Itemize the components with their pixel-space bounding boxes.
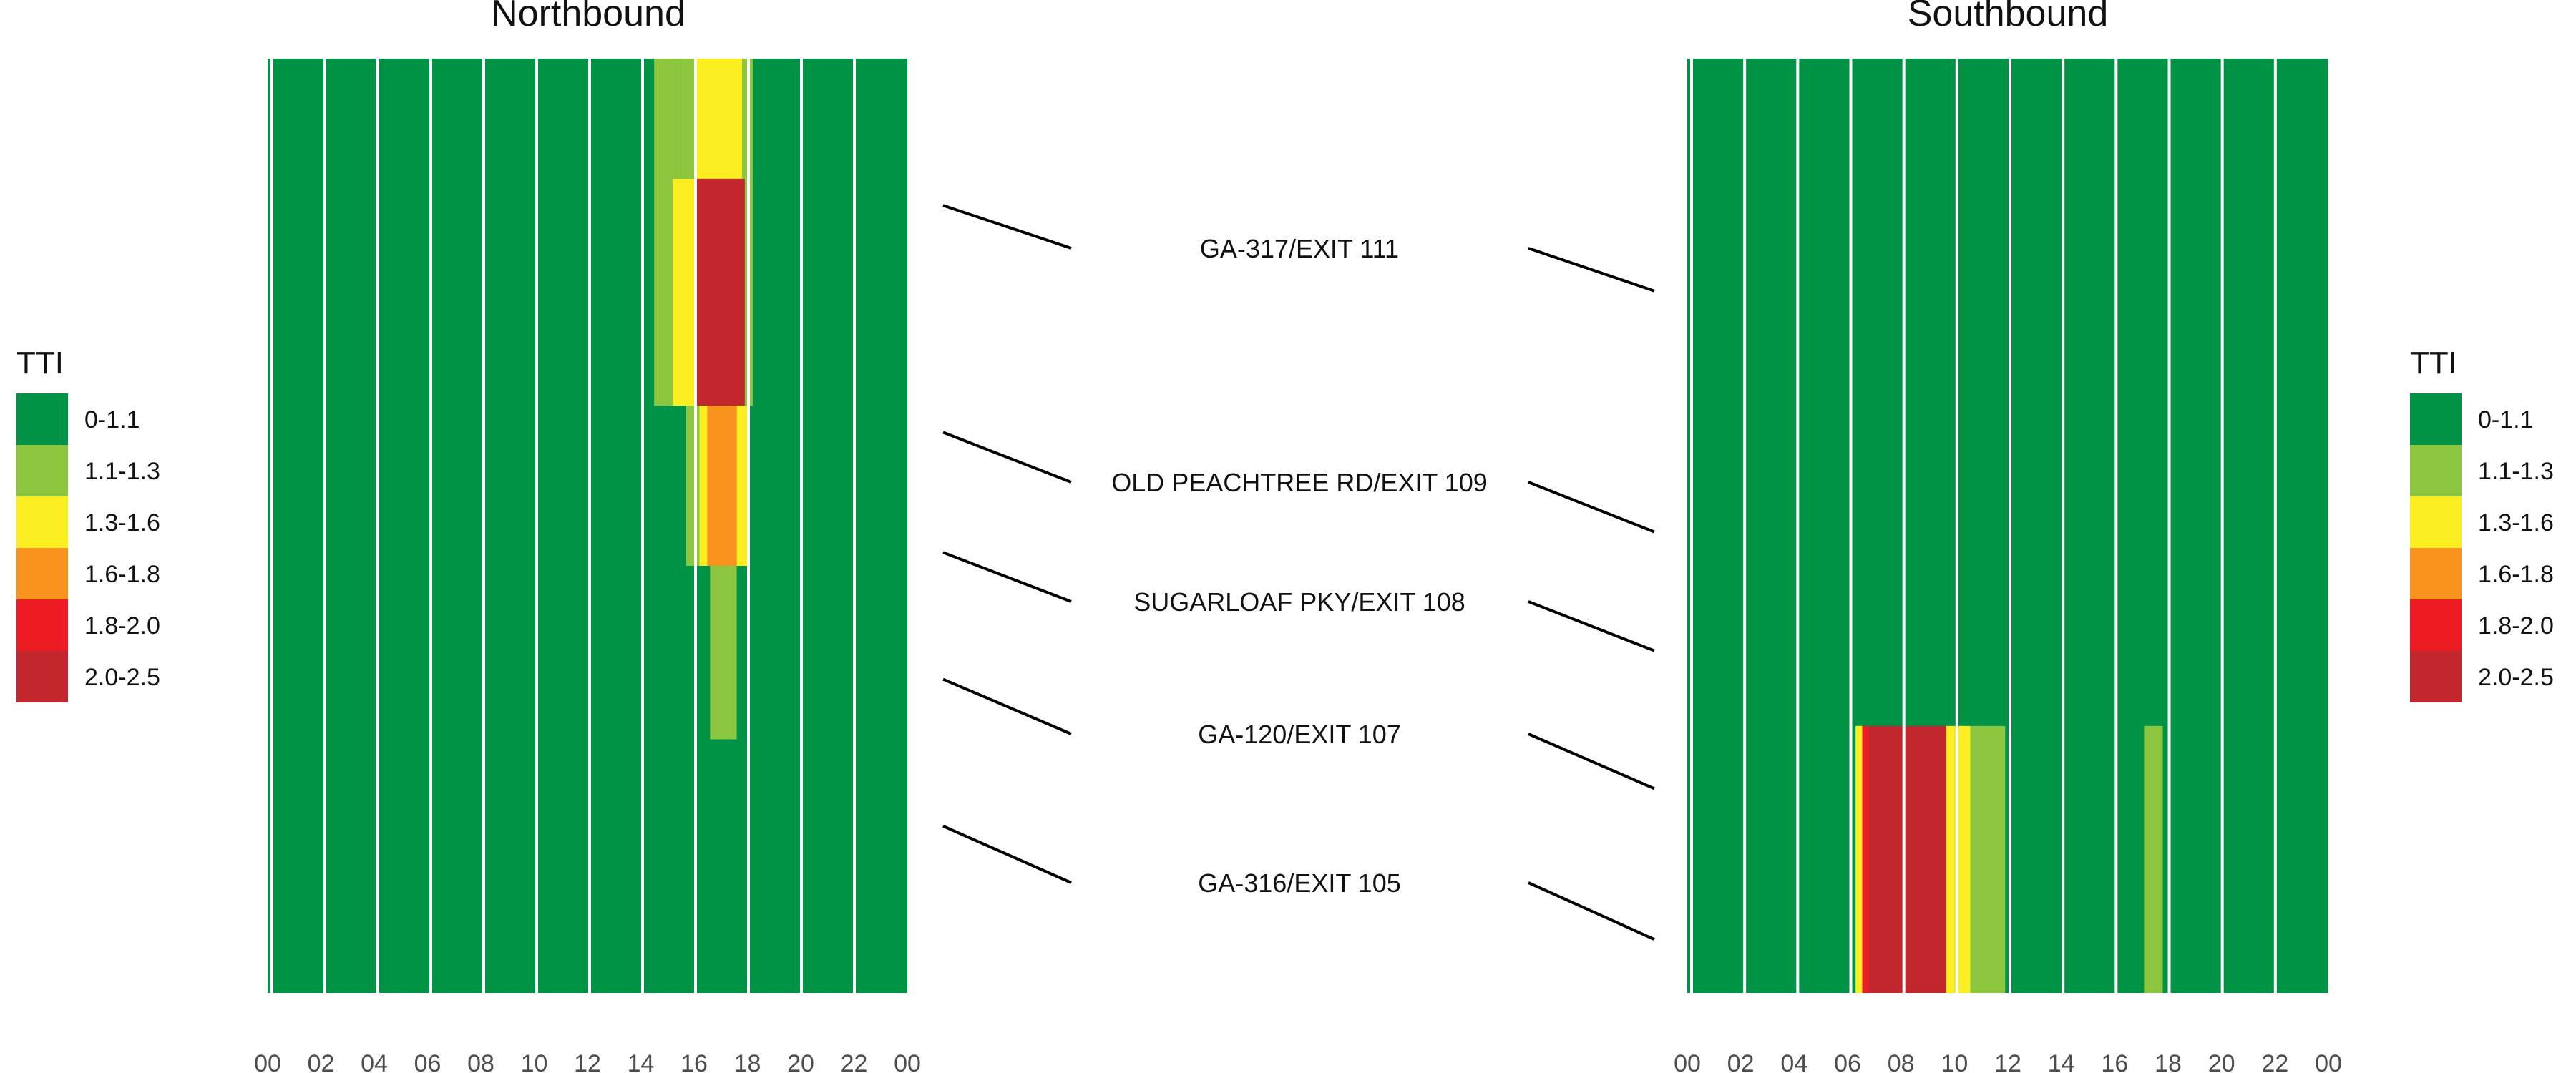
x-tick-label: 08 [467,1050,494,1073]
x-tick-label: 06 [1834,1050,1861,1073]
legend-label: 1.8-2.0 [2478,612,2554,640]
northbound-x-axis: 00 02 04 06 08 10 12 14 16 18 20 22 00 [254,1050,921,1073]
heatmap-cell [707,406,737,566]
heatmap-cell [1970,725,2006,993]
x-tick-label: 06 [414,1050,441,1073]
legend-label: 1.3-1.6 [2478,509,2554,536]
legend-swatch [16,393,68,445]
legend-label: 1.1-1.3 [2478,458,2554,485]
legend-swatch [2410,548,2462,599]
x-tick-label: 00 [2315,1050,2342,1073]
legend-left: TTI 0-1.1 1.1-1.3 1.3-1.6 1.6-1.8 1.8-2.0 2.0-… [16,346,160,702]
legend-swatch [16,599,68,651]
southbound-title: Southbound [1908,0,2109,34]
legend-swatch [2410,445,2462,496]
legend-swatch [2410,651,2462,702]
x-tick-label: 12 [1994,1050,2021,1073]
legend-label: 1.3-1.6 [84,509,160,536]
heatmap-cell [1855,725,1863,993]
x-tick-label: 12 [574,1050,601,1073]
legend-title: TTI [16,346,64,381]
heatmap-cell [736,406,748,566]
legend-right: TTI 0-1.1 1.1-1.3 1.3-1.6 1.6-1.8 1.8-2.0 2.0-… [2410,346,2554,702]
legend-label: 1.6-1.8 [84,561,160,588]
legend-swatch [2410,496,2462,548]
x-tick-label: 18 [734,1050,761,1073]
connector-left [942,824,1072,884]
x-tick-label: 16 [680,1050,708,1073]
heatmap-cell [686,406,700,566]
connector-right [1528,600,1655,652]
connector-left [942,204,1072,250]
connector-right [1528,733,1655,790]
interchange-label: GA-120/EXIT 107 [1198,720,1401,749]
heatmap-cell [2144,725,2163,993]
heatmap-cell [1946,725,1955,993]
x-tick-label: 20 [787,1050,814,1073]
interchange-label: OLD PEACHTREE RD/EXIT 109 [1111,468,1488,497]
x-tick-label: 02 [308,1050,335,1073]
connector-left [942,551,1072,603]
legend-label: 1.8-2.0 [84,612,160,640]
heatmap-background [268,59,907,993]
legend-swatch [2410,599,2462,651]
interchange-labels: GA-317/EXIT 111 OLD PEACHTREE RD/EXIT 109… [1111,234,1488,898]
legend-swatch [2410,393,2462,445]
heatmap-cell [699,406,708,566]
x-tick-label: 08 [1888,1050,1915,1073]
interchange-label: SUGARLOAF PKY/EXIT 108 [1133,587,1465,617]
legend-swatch [16,496,68,548]
heatmap-cell [694,178,745,406]
heatmap-cell [710,565,737,740]
x-tick-label: 14 [628,1050,655,1073]
northbound-heatmap [268,59,907,993]
x-tick-label: 14 [2048,1050,2075,1073]
x-tick-label: 00 [894,1050,921,1073]
x-tick-label: 22 [841,1050,868,1073]
connector-right [1528,881,1655,941]
heatmap-cell [1868,725,1947,993]
heatmap-cell [1862,725,1869,993]
legend-label: 2.0-2.5 [2478,664,2554,691]
southbound-heatmap [1687,59,2328,993]
connector-right [1528,481,1655,534]
x-tick-label: 10 [521,1050,548,1073]
interchange-connectors [942,204,1655,941]
x-tick-label: 04 [1780,1050,1807,1073]
connector-left [942,677,1072,735]
legend-label: 0-1.1 [84,406,140,433]
x-tick-label: 22 [2261,1050,2288,1073]
x-tick-label: 04 [361,1050,388,1073]
legend-label: 0-1.1 [2478,406,2534,433]
x-tick-label: 16 [2101,1050,2128,1073]
connector-left [942,431,1072,484]
legend-label: 2.0-2.5 [84,664,160,691]
interchange-label: GA-316/EXIT 105 [1198,868,1401,898]
connector-right [1528,247,1655,293]
legend-swatch [16,445,68,496]
x-tick-label: 10 [1941,1050,1968,1073]
heatmap-cell [673,178,694,406]
legend-title: TTI [2410,346,2457,381]
legend-swatch [16,548,68,599]
x-tick-label: 00 [254,1050,281,1073]
interchange-label: GA-317/EXIT 111 [1200,234,1399,263]
legend-label: 1.6-1.8 [2478,561,2554,588]
x-tick-label: 18 [2155,1050,2182,1073]
northbound-title: Northbound [491,0,686,34]
heatmap-background [1687,59,2328,993]
x-tick-label: 20 [2208,1050,2235,1073]
heatmap-cell [1954,725,1971,993]
heatmap-cell [694,59,743,179]
legend-swatch [16,651,68,702]
legend-label: 1.1-1.3 [84,458,160,485]
x-tick-label: 00 [1674,1050,1701,1073]
southbound-x-axis: 00 02 04 06 08 10 12 14 16 18 20 22 00 [1674,1050,2342,1073]
x-tick-label: 02 [1727,1050,1755,1073]
